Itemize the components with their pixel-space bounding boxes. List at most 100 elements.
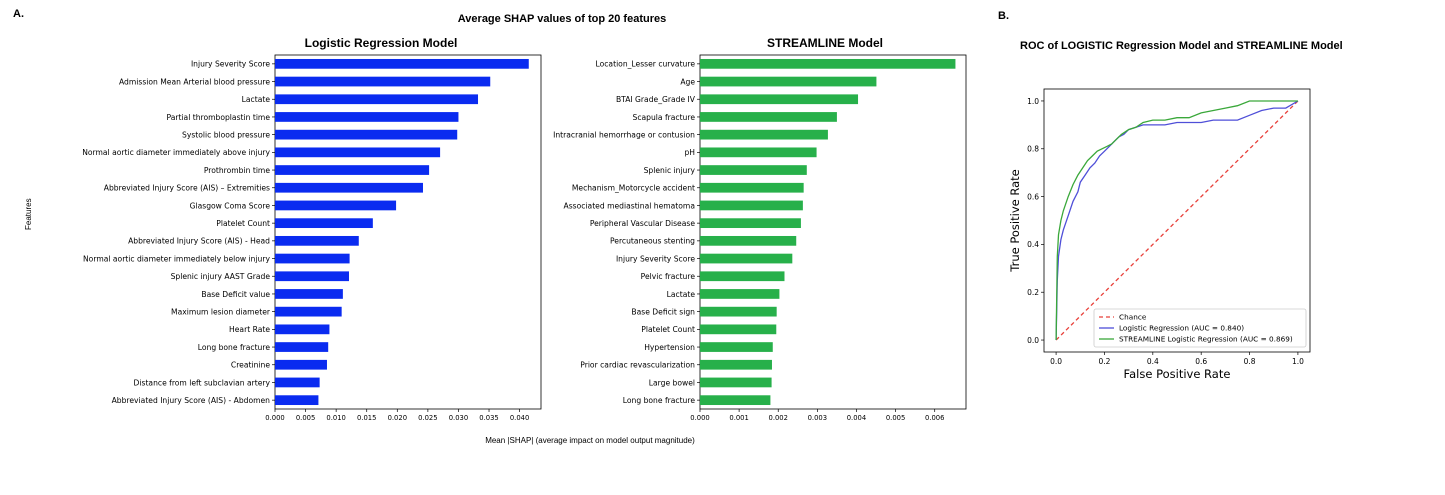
streamline-category-label: Hypertension xyxy=(644,343,695,352)
logistic-xtick-label: 0.020 xyxy=(388,414,407,422)
roc-axes-frame xyxy=(1043,88,1311,353)
streamline-bar xyxy=(700,200,803,211)
streamline-category-label: BTAI Grade_Grade IV xyxy=(616,95,696,104)
roc-series-line xyxy=(1055,100,1299,341)
streamline-bar xyxy=(700,147,817,158)
logistic-bar xyxy=(275,377,320,388)
streamline-bar xyxy=(700,253,793,264)
logistic-bar xyxy=(275,359,327,370)
logistic-bar xyxy=(275,200,397,211)
logistic-xtick-label: 0.040 xyxy=(510,414,529,422)
logistic-bar xyxy=(275,395,319,406)
streamline-category-label: Large bowel xyxy=(649,378,695,387)
roc-series-line xyxy=(1055,100,1299,341)
roc-chart: 0.0 0.0 0.2 0.2 0.4 0.4 0.6 0.6 0.8 0.8 1.0 1.0 Fals… xyxy=(1008,88,1311,381)
logistic-bar xyxy=(275,112,459,122)
roc-xtick-label: 0.8 xyxy=(1244,357,1256,366)
streamline-category-label: Prior cardiac revascularization xyxy=(580,361,695,370)
roc-legend-box xyxy=(1093,308,1307,348)
logistic-xtick-label: 0.010 xyxy=(326,414,345,422)
logistic-category-label: Systolic blood pressure xyxy=(182,130,270,139)
roc-ytick-label: 0.6 xyxy=(1027,192,1039,201)
streamline-category-label: Base Deficit sign xyxy=(631,307,695,316)
logistic-chart-title: Logistic Regression Model xyxy=(304,36,458,50)
streamline-category-label: Mechanism_Motorcycle accident xyxy=(572,184,695,193)
streamline-category-label: Splenic injury xyxy=(644,166,696,175)
streamline-shap-chart: Location_Lesser curvature Age BTAI Grade_G… xyxy=(553,54,967,422)
logistic-category-label: Splenic injury AAST Grade xyxy=(171,272,271,281)
logistic-xtick-label: 0.015 xyxy=(357,414,376,422)
streamline-xtick-label: 0.002 xyxy=(769,414,788,422)
logistic-bar xyxy=(275,235,359,246)
logistic-bar xyxy=(275,218,373,229)
logistic-category-label: Base Deficit value xyxy=(201,290,270,299)
streamline-bar xyxy=(700,235,797,246)
streamline-xtick-label: 0.000 xyxy=(690,414,709,422)
roc-legend-entry: Chance xyxy=(1119,313,1147,322)
streamline-chart-title: STREAMLINE Model xyxy=(767,36,883,50)
streamline-xtick-label: 0.003 xyxy=(808,414,827,422)
logistic-shap-chart: Injury Severity Score Admission Mean Arte… xyxy=(82,54,542,422)
roc-legend-entry: Logistic Regression (AUC = 0.840) xyxy=(1119,324,1244,333)
streamline-category-label: Age xyxy=(680,77,695,86)
streamline-category-label: Pelvic fracture xyxy=(641,272,696,281)
figure-title: Average SHAP values of top 20 features xyxy=(457,13,667,25)
streamline-bar xyxy=(700,342,773,352)
streamline-bar xyxy=(700,377,772,388)
streamline-xtick-label: 0.005 xyxy=(886,414,905,422)
logistic-bar xyxy=(275,271,349,282)
logistic-category-label: Maximum lesion diameter xyxy=(171,307,271,316)
streamline-xtick-label: 0.004 xyxy=(847,414,866,422)
logistic-bar xyxy=(275,76,491,87)
streamline-bar xyxy=(700,218,801,229)
streamline-category-label: Scapula fracture xyxy=(633,113,696,122)
roc-ytick-label: 0.0 xyxy=(1027,336,1039,345)
streamline-category-label: Injury Severity Score xyxy=(616,254,695,263)
streamline-bar xyxy=(700,76,877,87)
logistic-bar xyxy=(275,165,430,175)
streamline-bar xyxy=(700,324,777,335)
logistic-bar xyxy=(275,324,330,335)
logistic-bar xyxy=(275,289,343,299)
streamline-category-label: Platelet Count xyxy=(641,325,695,334)
roc-ytick-label: 0.8 xyxy=(1027,145,1039,154)
roc-series-line xyxy=(1055,100,1298,341)
streamline-category-label: Location_Lesser curvature xyxy=(596,60,696,69)
logistic-bar xyxy=(275,182,423,193)
logistic-xtick-label: 0.025 xyxy=(418,414,437,422)
logistic-category-label: Heart Rate xyxy=(229,325,270,334)
panel-b-label: B. xyxy=(998,10,1009,22)
streamline-category-label: Associated mediastinal hematoma xyxy=(564,201,695,210)
roc-ytick-label: 0.2 xyxy=(1027,288,1039,297)
streamline-xtick-label: 0.001 xyxy=(729,414,748,422)
roc-chart-title: ROC of LOGISTIC Regression Model and STR… xyxy=(1020,40,1343,52)
streamline-category-label: Peripheral Vascular Disease xyxy=(590,219,696,228)
streamline-bar xyxy=(700,58,956,69)
roc-ytick-label: 1.0 xyxy=(1027,97,1039,106)
streamline-bar xyxy=(700,112,837,122)
logistic-xtick-label: 0.035 xyxy=(479,414,498,422)
logistic-axes-frame xyxy=(274,54,542,410)
logistic-category-label: Prothrombin time xyxy=(204,166,270,175)
logistic-category-label: Long bone fracture xyxy=(198,343,271,352)
streamline-category-label: Long bone fracture xyxy=(623,396,696,405)
streamline-bar xyxy=(700,94,859,105)
logistic-category-label: Distance from left subclavian artery xyxy=(134,378,271,387)
roc-xtick-label: 0.2 xyxy=(1098,357,1110,366)
streamline-category-label: Percutaneous stenting xyxy=(610,237,695,246)
streamline-bar xyxy=(700,182,804,193)
roc-legend-entry: STREAMLINE Logistic Regression (AUC = 0.… xyxy=(1119,335,1293,344)
logistic-xtick-label: 0.005 xyxy=(296,414,315,422)
logistic-category-label: Abbreviated Injury Score (AIS) - Head xyxy=(128,237,270,246)
logistic-category-label: Abbreviated Injury Score (AIS) – Extremi… xyxy=(104,184,270,193)
logistic-category-label: Injury Severity Score xyxy=(191,60,270,69)
roc-x-axis-label: False Positive Rate xyxy=(1124,367,1231,381)
streamline-bar xyxy=(700,165,807,175)
logistic-bar xyxy=(275,147,441,158)
logistic-category-label: Platelet Count xyxy=(216,219,270,228)
roc-xtick-label: 0.0 xyxy=(1050,357,1062,366)
streamline-bar xyxy=(700,129,828,140)
roc-xtick-label: 1.0 xyxy=(1292,357,1304,366)
logistic-bar xyxy=(275,58,529,69)
logistic-bar xyxy=(275,129,458,140)
